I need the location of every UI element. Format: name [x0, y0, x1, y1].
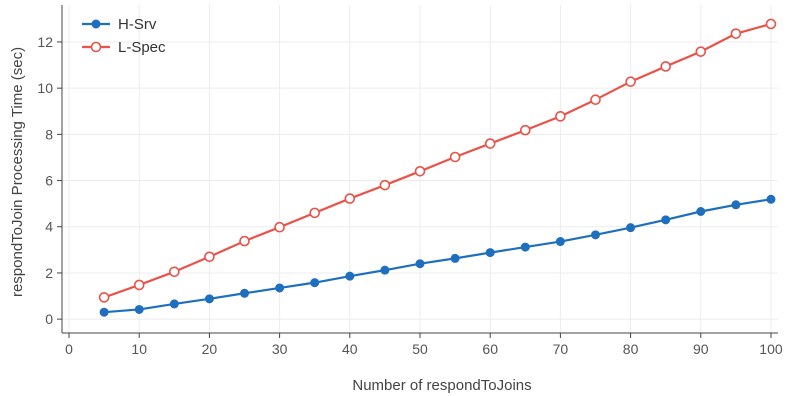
- legend-item[interactable]: H-Srv: [82, 16, 157, 33]
- data-point: [450, 253, 460, 263]
- data-point: [204, 251, 215, 263]
- y-tick-label: 4: [45, 219, 53, 235]
- data-point: [555, 237, 565, 247]
- data-point: [169, 266, 180, 278]
- x-tick-label: 0: [65, 341, 73, 357]
- data-point: [625, 76, 636, 87]
- grid: [62, 5, 778, 333]
- legend-label: L-Spec: [118, 39, 166, 56]
- data-point: [239, 235, 250, 247]
- axes: 0 10 20 30 40 50 60 70 80 90 100 0 2 4 6 8 10 12: [37, 5, 783, 357]
- data-point: [626, 223, 636, 233]
- series-line: [103, 22, 772, 299]
- y-tick-label: 12: [37, 34, 53, 50]
- x-axis-title: Number of respondToJoins: [352, 377, 531, 394]
- data-point: [275, 283, 285, 293]
- data-point: [344, 193, 356, 204]
- series-layer: [98, 18, 777, 317]
- x-tick-label: 70: [553, 341, 569, 357]
- x-tick-label: 40: [342, 341, 358, 357]
- y-tick-label: 8: [45, 126, 53, 142]
- data-point: [240, 288, 250, 298]
- data-point: [484, 138, 496, 149]
- data-point: [520, 242, 530, 252]
- data-point: [414, 166, 426, 177]
- series-line: [104, 198, 772, 314]
- data-point: [590, 230, 600, 240]
- data-point: [309, 207, 321, 219]
- x-tick-label: 90: [693, 341, 709, 357]
- x-tick-label: 60: [482, 341, 498, 357]
- legend-marker: [90, 41, 102, 53]
- legend-item[interactable]: L-Spec: [82, 39, 166, 56]
- data-point: [696, 207, 706, 217]
- data-point: [590, 94, 601, 106]
- data-point: [661, 215, 671, 225]
- data-point: [134, 304, 144, 314]
- data-point: [730, 28, 742, 39]
- data-point: [98, 292, 110, 303]
- series-h-srv: [99, 194, 776, 317]
- legend[interactable]: H-Srv L-Spec: [82, 16, 166, 56]
- x-tick-label: 100: [759, 341, 783, 357]
- data-point: [415, 259, 425, 269]
- data-point: [695, 46, 707, 57]
- data-point: [345, 271, 355, 281]
- data-point: [766, 194, 776, 204]
- data-point: [133, 279, 145, 291]
- x-tick-label: 50: [412, 341, 428, 357]
- series-l-spec: [98, 18, 777, 303]
- y-tick-label: 6: [45, 173, 53, 189]
- y-axis-title: respondToJoin Processing Time (sec): [9, 47, 26, 297]
- y-tick-label: 10: [37, 80, 53, 96]
- data-point: [310, 278, 320, 288]
- data-point: [731, 200, 741, 210]
- data-point: [449, 151, 461, 163]
- x-tick-label: 30: [272, 341, 288, 357]
- data-point: [380, 265, 390, 275]
- data-point: [519, 124, 531, 136]
- x-tick-label: 20: [202, 341, 218, 357]
- legend-label: H-Srv: [118, 16, 157, 33]
- data-point: [274, 221, 285, 233]
- data-point: [379, 179, 391, 191]
- y-tick-label: 0: [45, 311, 53, 327]
- data-point: [660, 61, 671, 72]
- data-point: [204, 294, 214, 304]
- x-tick-label: 80: [623, 341, 639, 357]
- data-point: [765, 18, 777, 30]
- legend-marker: [91, 19, 101, 29]
- y-tick-label: 2: [45, 265, 53, 281]
- data-point: [169, 299, 179, 309]
- data-point: [99, 307, 109, 317]
- x-tick-label: 10: [131, 341, 147, 357]
- data-point: [555, 111, 566, 122]
- data-point: [485, 248, 495, 258]
